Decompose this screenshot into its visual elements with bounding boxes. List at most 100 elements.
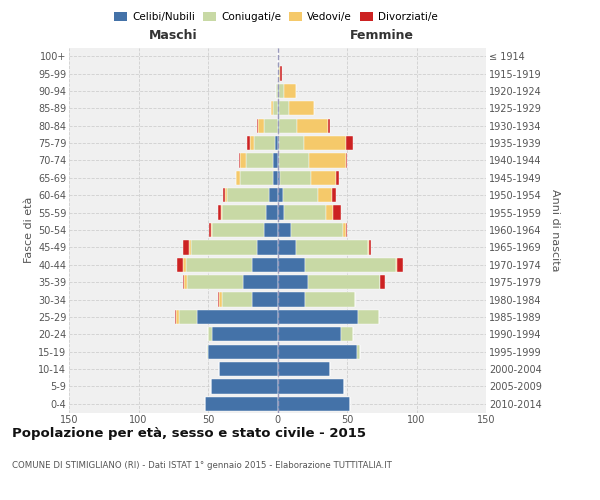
Bar [212, 327, 277, 342]
Bar [269, 188, 277, 202]
Text: Popolazione per età, sesso e stato civile - 2015: Popolazione per età, sesso e stato civil… [12, 428, 366, 440]
Text: Maschi: Maschi [149, 30, 197, 43]
Bar [277, 170, 280, 185]
Bar [277, 310, 358, 324]
Bar [277, 275, 308, 289]
Bar [289, 101, 314, 116]
Bar [178, 258, 183, 272]
Bar [284, 206, 326, 220]
Bar [380, 275, 385, 289]
Bar [253, 292, 277, 306]
Bar [183, 258, 186, 272]
Bar [221, 206, 222, 220]
Bar [206, 344, 208, 359]
Bar [184, 275, 187, 289]
Bar [222, 206, 266, 220]
Bar [208, 327, 212, 342]
Bar [222, 292, 253, 306]
Bar [297, 118, 328, 133]
Bar [218, 206, 221, 220]
Legend: Celibi/Nubili, Coniugati/e, Vedovi/e, Divorziati/e: Celibi/Nubili, Coniugati/e, Vedovi/e, Di… [110, 8, 442, 26]
Bar [336, 170, 338, 185]
Bar [358, 310, 379, 324]
Bar [280, 66, 281, 80]
Bar [279, 66, 280, 80]
Bar [318, 188, 332, 202]
Bar [279, 118, 297, 133]
Bar [176, 310, 179, 324]
Bar [277, 101, 279, 116]
Bar [346, 223, 347, 237]
Bar [258, 118, 263, 133]
Bar [211, 223, 212, 237]
Bar [277, 380, 344, 394]
Y-axis label: Fasce di età: Fasce di età [23, 197, 34, 263]
Bar [277, 223, 292, 237]
Bar [277, 240, 296, 254]
Bar [277, 206, 284, 220]
Bar [284, 84, 296, 98]
Bar [279, 154, 310, 168]
Bar [341, 327, 353, 342]
Bar [277, 396, 350, 411]
Bar [277, 188, 283, 202]
Bar [346, 136, 353, 150]
Bar [343, 223, 346, 237]
Bar [187, 275, 243, 289]
Bar [212, 223, 263, 237]
Bar [277, 258, 305, 272]
Bar [308, 275, 380, 289]
Bar [254, 136, 275, 150]
Bar [277, 292, 305, 306]
Bar [245, 154, 274, 168]
Bar [277, 66, 279, 80]
Bar [179, 310, 197, 324]
Bar [397, 258, 403, 272]
Bar [333, 206, 341, 220]
Bar [279, 136, 304, 150]
Bar [328, 118, 331, 133]
Bar [274, 154, 277, 168]
Bar [211, 380, 277, 394]
Bar [277, 118, 279, 133]
Bar [219, 292, 222, 306]
Bar [183, 240, 188, 254]
Bar [310, 154, 346, 168]
Bar [243, 275, 277, 289]
Bar [218, 292, 219, 306]
Bar [223, 188, 224, 202]
Bar [191, 240, 257, 254]
Bar [257, 118, 258, 133]
Bar [368, 240, 369, 254]
Bar [274, 101, 277, 116]
Bar [271, 101, 274, 116]
Bar [304, 136, 346, 150]
Bar [240, 154, 245, 168]
Bar [205, 396, 277, 411]
Bar [311, 170, 336, 185]
Bar [296, 240, 368, 254]
Bar [277, 84, 279, 98]
Bar [283, 188, 318, 202]
Bar [219, 362, 277, 376]
Bar [227, 188, 269, 202]
Bar [247, 136, 250, 150]
Bar [276, 84, 277, 98]
Bar [183, 275, 184, 289]
Bar [239, 154, 240, 168]
Bar [266, 206, 277, 220]
Bar [253, 258, 277, 272]
Bar [292, 223, 343, 237]
Text: Femmine: Femmine [350, 30, 414, 43]
Bar [236, 170, 240, 185]
Bar [277, 154, 279, 168]
Bar [280, 170, 311, 185]
Bar [208, 344, 277, 359]
Bar [197, 310, 277, 324]
Bar [209, 223, 211, 237]
Bar [240, 170, 274, 185]
Bar [346, 154, 347, 168]
Bar [188, 240, 191, 254]
Bar [224, 188, 227, 202]
Text: COMUNE DI STIMIGLIANO (RI) - Dati ISTAT 1° gennaio 2015 - Elaborazione TUTTITALI: COMUNE DI STIMIGLIANO (RI) - Dati ISTAT … [12, 461, 392, 470]
